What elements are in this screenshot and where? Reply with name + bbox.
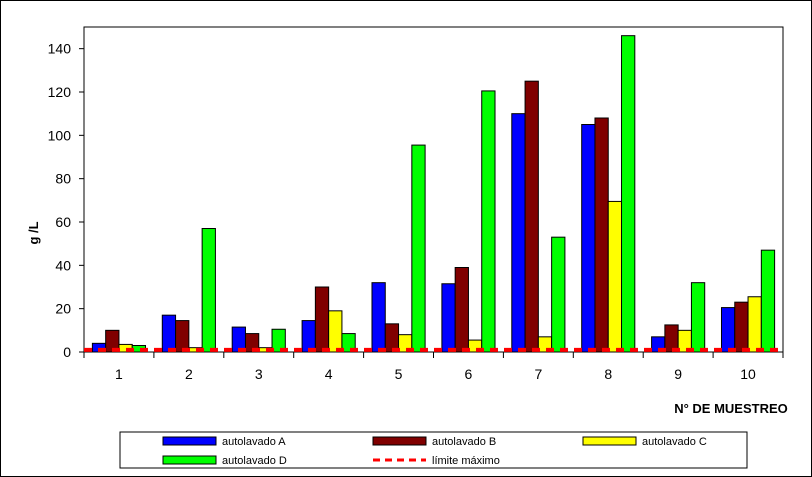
x-tick-label: 2 <box>185 366 193 382</box>
y-tick-label: 0 <box>63 344 71 360</box>
bar <box>621 35 636 353</box>
bar <box>314 286 330 353</box>
bar <box>341 333 356 353</box>
bar <box>244 333 260 353</box>
x-axis-title: N° DE MUESTREO <box>674 401 788 416</box>
plot-border <box>83 26 784 353</box>
y-tick-label: 20 <box>55 301 71 317</box>
legend-swatch <box>162 436 217 446</box>
bar <box>271 328 286 353</box>
bar <box>371 282 386 353</box>
legend-swatch <box>162 455 217 465</box>
bar <box>105 329 120 353</box>
legend-label: autolavado A <box>222 436 286 448</box>
bar <box>161 314 177 353</box>
legend-label: autolavado C <box>642 436 707 448</box>
bar <box>524 80 539 353</box>
bar <box>201 228 216 353</box>
y-tick-label: 40 <box>55 257 71 273</box>
x-tick-label: 9 <box>674 366 682 382</box>
bar <box>690 282 706 353</box>
legend-label: límite máximo <box>432 455 500 467</box>
y-tick-label: 60 <box>55 214 71 230</box>
bar <box>301 320 316 353</box>
legend-label: autolavado B <box>432 436 496 448</box>
bar <box>607 200 623 353</box>
bar <box>734 301 749 353</box>
y-tick-label: 80 <box>55 171 71 187</box>
x-tick-label: 7 <box>534 366 542 382</box>
y-axis-title: g /L <box>26 221 41 244</box>
legend: autolavado A autolavado B autolavado C auto… <box>119 431 748 469</box>
legend-swatch <box>372 436 427 446</box>
x-tick-label: 8 <box>604 366 612 382</box>
bar <box>411 144 426 353</box>
bar <box>747 296 762 353</box>
legend-box <box>119 431 748 469</box>
plot-area: 0 20 40 60 80 100 120 140 1 2 3 4 5 6 7 8 9 10 <box>48 26 784 382</box>
x-tick-label: 3 <box>255 366 263 382</box>
bar <box>594 117 609 353</box>
bar <box>481 90 496 353</box>
bar <box>454 267 469 353</box>
legend-label: autolavado D <box>222 455 287 467</box>
x-tick-label: 10 <box>740 366 756 382</box>
bar <box>511 113 526 353</box>
x-tick-label: 4 <box>325 366 333 382</box>
bar <box>720 307 736 353</box>
y-tick-label: 120 <box>48 84 72 100</box>
bar <box>760 249 776 353</box>
x-tick-label: 6 <box>465 366 473 382</box>
legend-swatch <box>582 436 637 446</box>
bar <box>328 310 343 353</box>
y-tick-label: 140 <box>48 41 72 57</box>
y-tick-label: 100 <box>48 127 72 143</box>
bar <box>441 283 456 353</box>
bar <box>384 323 400 353</box>
x-tick-label: 5 <box>395 366 403 382</box>
bar <box>581 124 596 353</box>
bar <box>175 320 190 353</box>
bar <box>551 236 566 353</box>
x-tick-label: 1 <box>115 366 123 382</box>
